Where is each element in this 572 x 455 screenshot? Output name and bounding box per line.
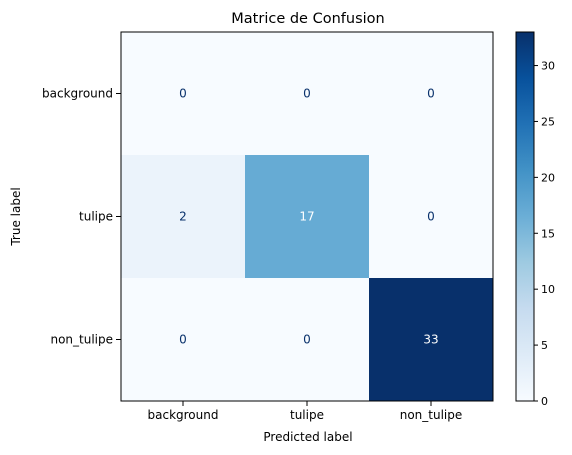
colorbar-tick-label: 20 — [541, 171, 555, 184]
cell-value-label: 2 — [179, 210, 187, 224]
colorbar-tick-label: 30 — [541, 60, 555, 73]
heatmap-cell — [245, 32, 370, 156]
heatmap-cell — [245, 278, 370, 402]
cell-value-label: 0 — [179, 333, 187, 347]
y-axis-label: True label — [9, 187, 23, 246]
colorbar-tick-label: 0 — [541, 395, 548, 408]
colorbar-tick-label: 25 — [541, 115, 555, 128]
cell-value-label: 0 — [179, 87, 187, 101]
x-tick-label: tulipe — [290, 408, 324, 422]
colorbar-ticks: 0 5 10 15 20 25 30 — [534, 60, 555, 408]
heatmap-cell — [121, 278, 246, 402]
heatmap-cell — [245, 155, 370, 279]
chart-title: Matrice de Confusion — [231, 11, 384, 27]
heatmap-cell — [369, 278, 494, 402]
heatmap-cell — [369, 155, 494, 279]
cell-value-label: 0 — [427, 87, 435, 101]
x-tick-label: non_tulipe — [400, 408, 463, 422]
x-axis-label: Predicted label — [263, 430, 352, 444]
heatmap-cell — [121, 32, 246, 156]
heatmap-cells: 0 0 0 2 17 0 0 0 33 — [121, 32, 494, 402]
y-tick-label: background — [42, 87, 113, 101]
x-axis-ticks: background tulipe non_tulipe — [148, 401, 463, 422]
heatmap-cell — [121, 155, 246, 279]
heatmap-cell — [369, 32, 494, 156]
y-tick-label: non_tulipe — [50, 333, 113, 347]
cell-value-label: 17 — [299, 210, 314, 224]
y-tick-label: tulipe — [79, 210, 113, 224]
cell-value-label: 0 — [303, 333, 311, 347]
colorbar-tick-label: 10 — [541, 283, 555, 296]
colorbar-tick-label: 15 — [541, 227, 555, 240]
cell-value-label: 0 — [427, 210, 435, 224]
colorbar-tick-label: 5 — [541, 339, 548, 352]
cell-value-label: 33 — [423, 333, 438, 347]
y-axis-ticks: background tulipe non_tulipe — [42, 87, 121, 347]
colorbar — [515, 31, 535, 402]
x-tick-label: background — [148, 408, 219, 422]
cell-value-label: 0 — [303, 87, 311, 101]
